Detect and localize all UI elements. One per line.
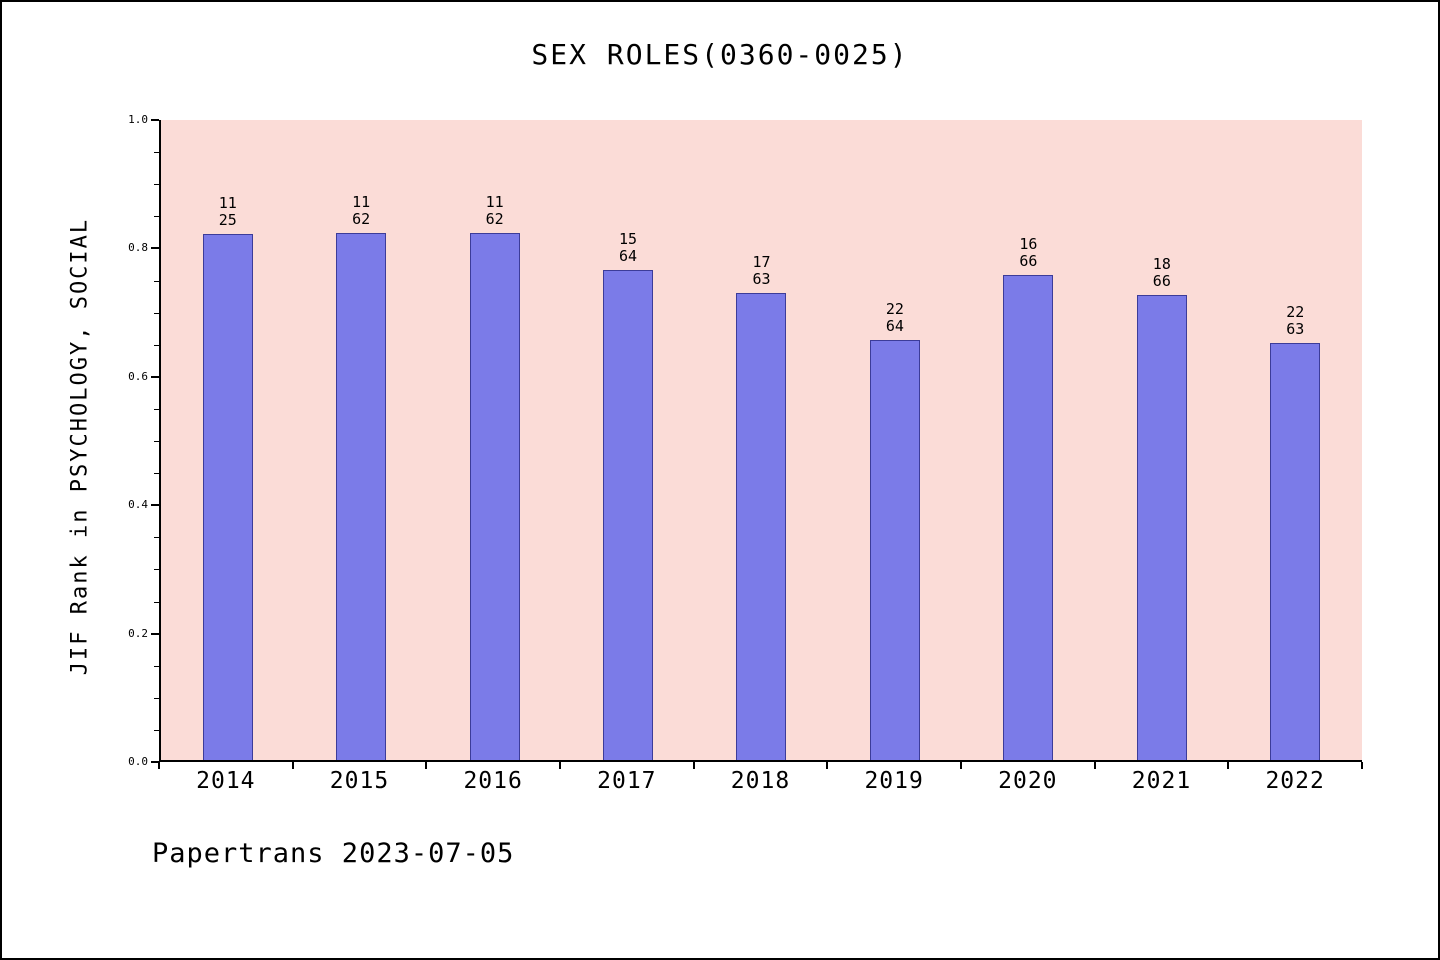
y-tick-label-0.0: 0.0 [128, 755, 148, 768]
y-minor-tick-mark [154, 344, 159, 346]
bar-value-label-2020: 16 66 [1019, 234, 1038, 270]
bar-value-label-2014: 11 25 [218, 193, 237, 229]
y-minor-tick-mark [154, 312, 159, 314]
y-minor-tick-mark [154, 280, 159, 282]
y-tick-mark [151, 247, 159, 250]
x-tick-mark [826, 762, 829, 769]
x-tick-mark [1093, 762, 1096, 769]
x-tick-label-2014: 2014 [196, 768, 256, 794]
x-axis-ticks [158, 762, 1363, 770]
bar-2020 [1003, 274, 1054, 760]
x-tick-label-2015: 2015 [329, 768, 390, 794]
y-axis: 0.0 0.2 0.4 0.6 0.8 1.0 [2, 113, 159, 768]
bar-slot-2022: 22 63 [1229, 120, 1362, 760]
x-tick-mark [425, 762, 428, 769]
bar-slot-2018: 17 63 [695, 120, 828, 760]
y-minor-tick-mark [154, 216, 159, 218]
y-minor-tick-mark [154, 473, 159, 475]
footer-text: Papertrans 2023-07-05 [152, 838, 515, 869]
bar-slot-2014: 11 25 [161, 120, 294, 760]
x-tick-label-2016: 2016 [463, 768, 523, 794]
bar-2014 [202, 233, 253, 760]
chart-title: SEX ROLES(0360-0025) [531, 38, 909, 71]
y-minor-tick-mark [154, 537, 159, 539]
y-minor-tick-mark [154, 441, 159, 442]
x-tick-label-2018: 2018 [730, 768, 791, 794]
x-tick-mark [960, 762, 962, 769]
x-tick-label-2022: 2022 [1265, 768, 1325, 794]
bar-value-label-2015: 11 62 [352, 193, 371, 229]
y-minor-tick-mark [154, 569, 159, 571]
y-tick-label-0.2: 0.2 [128, 626, 148, 640]
bar-slot-2021: 18 66 [1095, 120, 1228, 760]
bar-value-label-2022: 22 63 [1286, 303, 1305, 339]
x-tick-mark [1361, 762, 1363, 769]
bar-slot-2020: 16 66 [962, 120, 1095, 760]
x-tick-mark [692, 762, 695, 769]
bar-value-label-2018: 17 63 [752, 252, 771, 288]
y-tick-mark [151, 375, 159, 378]
x-axis-labels: 2014 2015 2016 2017 2018 2019 2020 2021 2022 [159, 768, 1362, 798]
y-minor-tick-mark [154, 665, 159, 667]
y-tick-label-0.4: 0.4 [128, 498, 148, 512]
bar-slot-2019: 22 64 [828, 120, 961, 760]
y-tick-label-1.0: 1.0 [128, 113, 148, 126]
x-tick-mark [291, 762, 294, 769]
y-tick-label-0.6: 0.6 [128, 369, 148, 383]
x-tick-mark [559, 762, 561, 769]
bar-value-label-2019: 22 64 [885, 300, 904, 336]
bar-2015 [336, 233, 387, 760]
y-minor-tick-mark [154, 601, 159, 603]
x-tick-label-2019: 2019 [864, 768, 924, 794]
y-minor-tick-mark [154, 184, 159, 186]
x-tick-label-2020: 2020 [998, 768, 1058, 794]
bar-value-label-2017: 15 64 [619, 229, 638, 265]
y-minor-tick-mark [154, 152, 159, 154]
bar-2019 [869, 340, 920, 760]
bar-value-label-2016: 11 62 [485, 193, 504, 229]
bar-value-label-2021: 18 66 [1152, 254, 1171, 290]
y-tick-mark [151, 761, 159, 763]
y-tick-mark [151, 632, 159, 635]
bar-2018 [736, 292, 787, 760]
bar-slot-2016: 11 62 [428, 120, 561, 760]
y-minor-tick-mark [154, 408, 159, 410]
y-tick-mark [151, 119, 159, 121]
y-minor-tick-mark [154, 697, 159, 699]
bar-2021 [1136, 294, 1187, 760]
x-tick-label-2021: 2021 [1131, 768, 1192, 794]
bar-slot-2017: 15 64 [561, 120, 694, 760]
y-tick-label-0.8: 0.8 [128, 241, 148, 255]
bar-slot-2015: 11 62 [294, 120, 427, 760]
x-tick-mark [158, 762, 160, 769]
x-tick-mark [1227, 762, 1230, 769]
x-tick-label-2017: 2017 [597, 768, 657, 794]
bar-2022 [1270, 343, 1321, 760]
y-tick-mark [151, 504, 159, 507]
bar-2017 [603, 269, 654, 760]
bar-2016 [469, 233, 520, 760]
y-minor-tick-mark [154, 729, 159, 731]
plot-area: 11 25 11 62 11 62 15 64 17 63 22 64 16 66 18 66… [159, 120, 1362, 762]
